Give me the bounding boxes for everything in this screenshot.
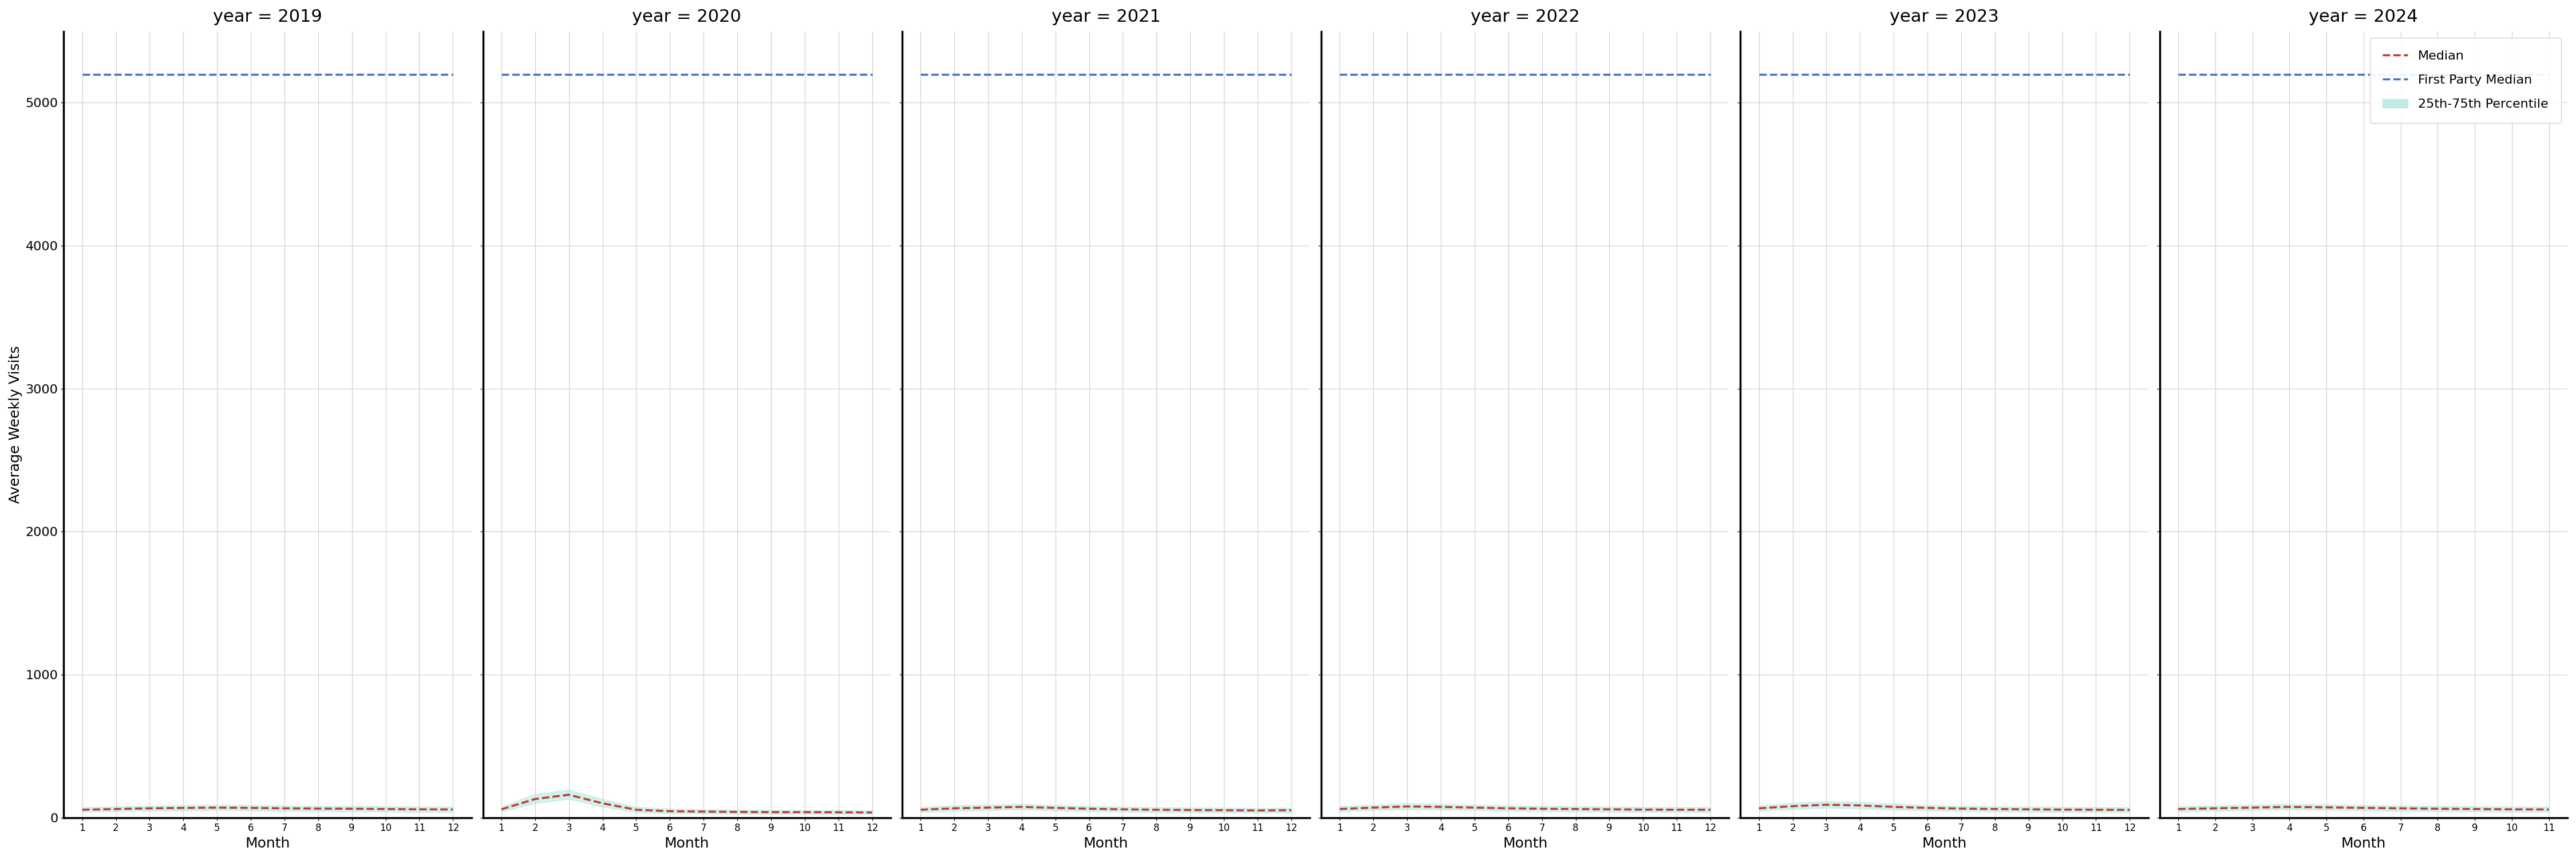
X-axis label: Month: Month (2342, 837, 2385, 850)
X-axis label: Month: Month (1922, 837, 1965, 850)
X-axis label: Month: Month (245, 837, 291, 850)
Title: year = 2023: year = 2023 (1891, 9, 1999, 25)
Title: year = 2021: year = 2021 (1051, 9, 1162, 25)
Title: year = 2024: year = 2024 (2308, 9, 2419, 25)
X-axis label: Month: Month (1502, 837, 1548, 850)
Legend: Median, First Party Median, 25th-75th Percentile: Median, First Party Median, 25th-75th Pe… (2370, 38, 2561, 123)
X-axis label: Month: Month (665, 837, 708, 850)
X-axis label: Month: Month (1084, 837, 1128, 850)
Title: year = 2020: year = 2020 (631, 9, 742, 25)
Y-axis label: Average Weekly Visits: Average Weekly Visits (8, 345, 23, 503)
Title: year = 2022: year = 2022 (1471, 9, 1579, 25)
Title: year = 2019: year = 2019 (214, 9, 322, 25)
